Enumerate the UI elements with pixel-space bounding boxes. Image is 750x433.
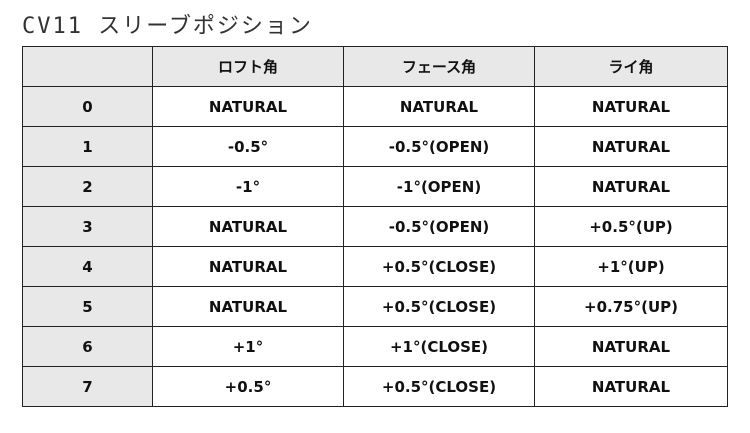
- table-row: 5 NATURAL +0.5°(CLOSE) +0.75°(UP): [22, 286, 728, 327]
- table-cell: +0.5°(CLOSE): [343, 246, 535, 287]
- table-row: 7 +0.5° +0.5°(CLOSE) NATURAL: [22, 366, 728, 407]
- position-number: 6: [22, 326, 153, 367]
- table-cell: NATURAL: [343, 86, 535, 127]
- table-cell: +0.75°(UP): [534, 286, 728, 327]
- position-number: 7: [22, 366, 153, 407]
- position-number: 3: [22, 206, 153, 247]
- position-number: 0: [22, 86, 153, 127]
- table-cell: NATURAL: [152, 206, 344, 247]
- table-cell: -0.5°(OPEN): [343, 126, 535, 167]
- table-cell: NATURAL: [152, 86, 344, 127]
- sleeve-position-table: ロフト角 フェース角 ライ角 0 NATURAL NATURAL NATURAL 1 -0.5…: [22, 46, 728, 407]
- position-number: 2: [22, 166, 153, 207]
- column-header: [22, 46, 153, 87]
- column-header: ライ角: [534, 46, 728, 87]
- table-row: 4 NATURAL +0.5°(CLOSE) +1°(UP): [22, 246, 728, 287]
- table-row: 1 -0.5° -0.5°(OPEN) NATURAL: [22, 126, 728, 167]
- table-cell: +0.5°(UP): [534, 206, 728, 247]
- table-cell: NATURAL: [534, 326, 728, 367]
- table-cell: -0.5°(OPEN): [343, 206, 535, 247]
- position-number: 5: [22, 286, 153, 327]
- table-cell: +0.5°(CLOSE): [343, 366, 535, 407]
- table-cell: +0.5°(CLOSE): [343, 286, 535, 327]
- column-header: フェース角: [343, 46, 535, 87]
- table-cell: NATURAL: [534, 366, 728, 407]
- table-cell: +0.5°: [152, 366, 344, 407]
- table-cell: NATURAL: [152, 286, 344, 327]
- table-cell: NATURAL: [534, 126, 728, 167]
- table-cell: +1°: [152, 326, 344, 367]
- table-cell: -1°(OPEN): [343, 166, 535, 207]
- table-cell: NATURAL: [152, 246, 344, 287]
- table-row: 6 +1° +1°(CLOSE) NATURAL: [22, 326, 728, 367]
- table-cell: NATURAL: [534, 86, 728, 127]
- table-cell: NATURAL: [534, 166, 728, 207]
- table-row: 0 NATURAL NATURAL NATURAL: [22, 86, 728, 127]
- table-row: 3 NATURAL -0.5°(OPEN) +0.5°(UP): [22, 206, 728, 247]
- table-cell: +1°(CLOSE): [343, 326, 535, 367]
- column-header: ロフト角: [152, 46, 344, 87]
- table-cell: -1°: [152, 166, 344, 207]
- position-number: 1: [22, 126, 153, 167]
- position-number: 4: [22, 246, 153, 287]
- table-row: 2 -1° -1°(OPEN) NATURAL: [22, 166, 728, 207]
- table-cell: +1°(UP): [534, 246, 728, 287]
- table-cell: -0.5°: [152, 126, 344, 167]
- header-row: ロフト角 フェース角 ライ角: [22, 46, 728, 87]
- page-title: CV11 スリーブポジション: [22, 14, 313, 39]
